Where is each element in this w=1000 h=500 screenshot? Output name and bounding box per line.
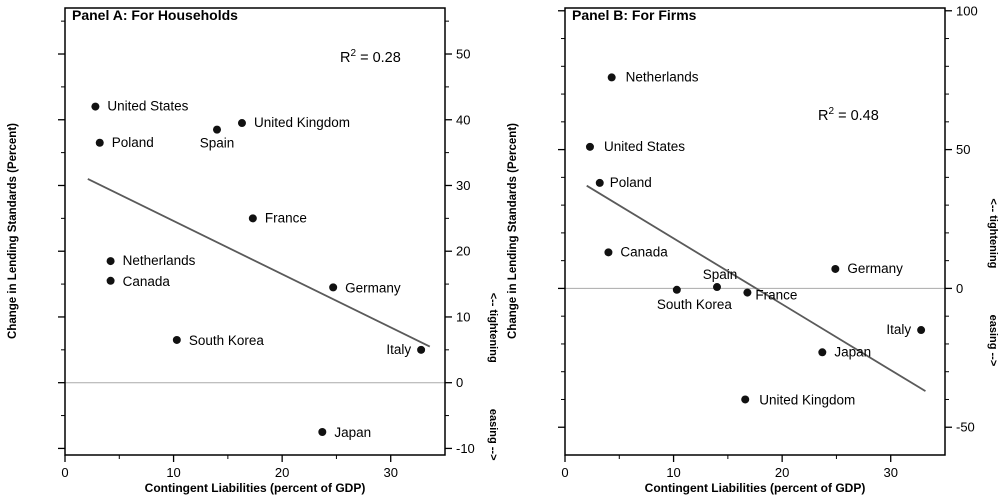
- tightening-annotation: <-- tightening: [987, 198, 999, 268]
- panel-b-x-axis-title: Contingent Liabilities (percent of GDP): [645, 481, 866, 495]
- panel-b-title: Panel B: For Firms: [572, 7, 697, 23]
- panel-a-x-axis-title: Contingent Liabilities (percent of GDP): [145, 481, 366, 495]
- trend-line: [586, 184, 926, 392]
- data-point: [417, 345, 426, 354]
- panel-a-households-chart: 0 10 20 30 -10 0 10 20 30 40 50 United States Poland…: [7, 7, 499, 495]
- data-point: [213, 125, 221, 134]
- trend-line: [87, 178, 431, 348]
- point-label: United States: [604, 139, 685, 154]
- point-label: South Korea: [657, 297, 733, 312]
- x-tick-label: 30: [383, 465, 397, 480]
- y-tick-label: -50: [956, 420, 975, 435]
- point-label: Germany: [345, 280, 401, 295]
- data-point: [106, 276, 115, 285]
- x-tick-label: 10: [666, 465, 680, 480]
- point-label: Netherlands: [123, 253, 196, 268]
- data-point: [818, 348, 827, 357]
- panel-a-r-squared: R2 = 0.28: [340, 48, 401, 66]
- data-point: [743, 288, 752, 297]
- point-label: United Kingdom: [759, 392, 855, 407]
- easing-annotation: easing -->: [987, 315, 999, 367]
- point-label: Germany: [847, 261, 903, 276]
- point-label: France: [755, 288, 797, 303]
- y-tick-label: 0: [956, 281, 963, 296]
- y-tick-label: 50: [456, 47, 470, 62]
- point-label: United States: [107, 99, 188, 114]
- x-tick-label: 20: [275, 465, 289, 480]
- y-tick-label: 30: [456, 178, 470, 193]
- x-tick-label: 10: [166, 465, 180, 480]
- y-tick-label: 0: [456, 375, 463, 390]
- data-point: [318, 427, 327, 436]
- point-label: Japan: [334, 425, 371, 440]
- point-label: Netherlands: [626, 69, 699, 84]
- panel-b-y-axis-title: Change in Lending Standards (Percent): [507, 123, 519, 339]
- point-label: Spain: [200, 136, 235, 151]
- panel-a-y-axis-title: Change in Lending Standards (Percent): [7, 123, 19, 339]
- point-label: United Kingdom: [254, 115, 350, 130]
- data-point: [95, 138, 104, 147]
- data-point: [607, 73, 616, 82]
- x-tick-label: 0: [61, 465, 68, 480]
- point-label: Poland: [610, 175, 652, 190]
- panel-b-firms-chart: 0 10 20 30 -50 0 50 100 Netherlands United States…: [507, 3, 999, 495]
- point-label: France: [265, 210, 307, 225]
- point-label: Spain: [703, 267, 738, 282]
- y-tick-label: 100: [956, 3, 978, 18]
- point-label: Canada: [123, 274, 171, 289]
- y-tick-label: 40: [456, 112, 470, 127]
- x-tick-label: 0: [561, 465, 568, 480]
- plot-area: 0 10 20 30 -10 0 10 20 30 40 50 United States Poland…: [58, 7, 499, 480]
- panel-b-r-squared: R2 = 0.48: [818, 106, 879, 124]
- data-point: [831, 264, 840, 273]
- point-label: Japan: [834, 344, 871, 359]
- data-point: [248, 214, 257, 223]
- data-point: [595, 178, 604, 187]
- x-tick-label: 30: [883, 465, 897, 480]
- point-label: South Korea: [189, 333, 265, 348]
- data-point: [172, 335, 181, 344]
- easing-annotation: easing -->: [487, 409, 499, 461]
- tightening-annotation: <-- tightening: [487, 293, 499, 363]
- data-point: [672, 285, 681, 294]
- data-point: [713, 283, 721, 292]
- y-tick-label: -10: [456, 441, 475, 456]
- plot-area: 0 10 20 30 -50 0 50 100 Netherlands United States…: [558, 3, 999, 480]
- plot-frame: [564, 7, 946, 456]
- plot-frame: [64, 7, 446, 456]
- data-point: [585, 142, 594, 151]
- data-point: [917, 326, 926, 335]
- data-point: [741, 395, 750, 404]
- x-tick-label: 20: [775, 465, 789, 480]
- data-point: [604, 248, 613, 257]
- y-tick-label: 10: [456, 309, 470, 324]
- y-tick-label: 50: [956, 142, 970, 157]
- panel-a-title: Panel A: For Households: [72, 7, 238, 23]
- point-label: Canada: [620, 244, 668, 259]
- data-point: [91, 102, 100, 111]
- point-label: Italy: [886, 322, 911, 337]
- data-point: [237, 119, 246, 128]
- data-point: [106, 257, 115, 266]
- point-label: Poland: [112, 135, 154, 150]
- point-label: Italy: [386, 342, 411, 357]
- y-tick-label: 20: [456, 244, 470, 259]
- data-point: [329, 283, 338, 292]
